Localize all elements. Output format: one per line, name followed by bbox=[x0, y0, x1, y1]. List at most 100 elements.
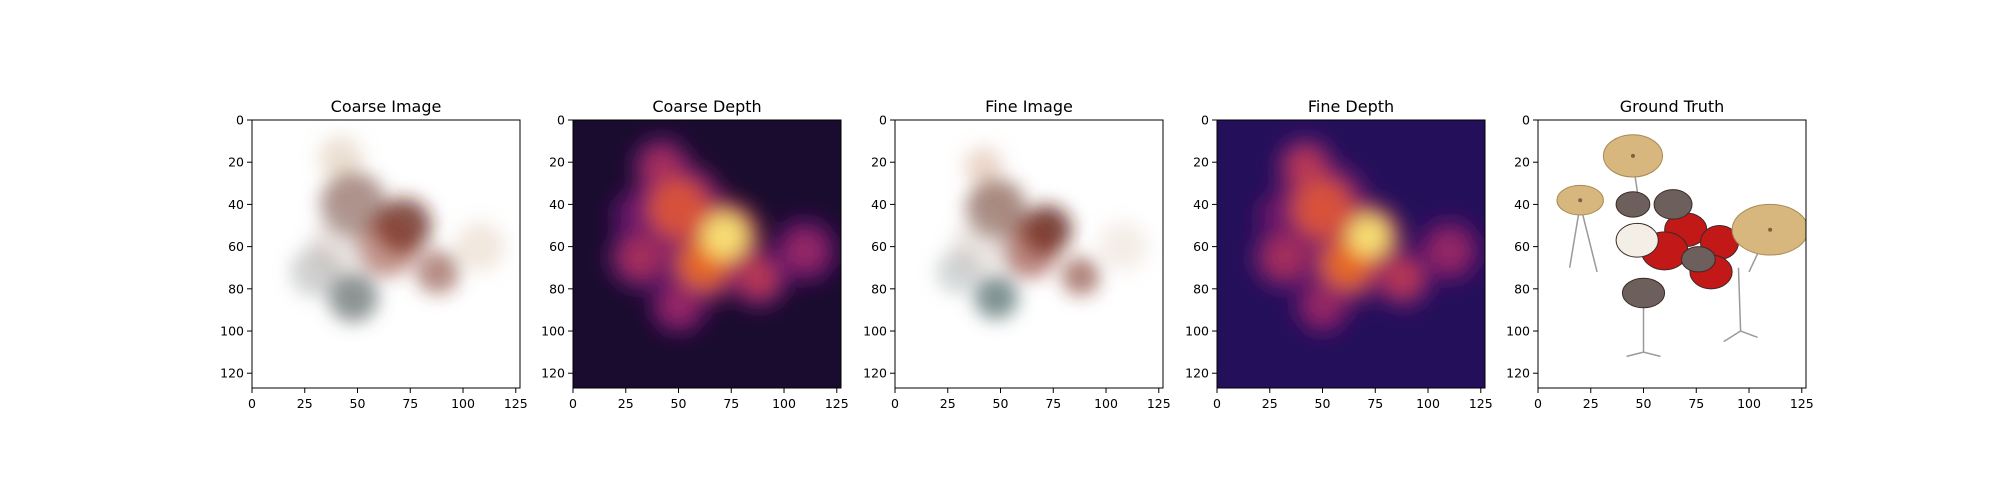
depth-blob-core bbox=[1263, 236, 1306, 279]
y-tick-label: 20 bbox=[228, 155, 244, 170]
x-tick-label: 125 bbox=[1469, 396, 1493, 411]
image-blob bbox=[1002, 223, 1058, 279]
x-tick-label: 75 bbox=[402, 396, 418, 411]
cymbal-bell bbox=[1630, 153, 1635, 158]
depth-blob-core bbox=[1303, 286, 1342, 325]
image-blob bbox=[415, 249, 460, 294]
y-tick-label: 100 bbox=[220, 324, 244, 339]
x-tick-label: 25 bbox=[618, 396, 634, 411]
image-blob bbox=[455, 221, 505, 272]
panel-title: Fine Image bbox=[985, 97, 1073, 116]
x-tick-label: 25 bbox=[940, 396, 956, 411]
panel-title: Coarse Image bbox=[331, 97, 442, 116]
x-tick-label: 125 bbox=[825, 396, 849, 411]
drum-stand bbox=[1723, 330, 1741, 343]
y-tick-label: 40 bbox=[228, 197, 244, 212]
x-tick-label: 125 bbox=[1790, 396, 1814, 411]
x-tick-label: 25 bbox=[1262, 396, 1278, 411]
drum-stand bbox=[1643, 351, 1661, 358]
x-tick-label: 0 bbox=[891, 396, 899, 411]
drum-stand bbox=[1737, 267, 1742, 332]
panel-title: Fine Depth bbox=[1308, 97, 1394, 116]
image-blob bbox=[318, 136, 363, 180]
y-tick-label: 100 bbox=[863, 324, 887, 339]
depth-blob-core bbox=[1263, 198, 1298, 232]
depth-blob-core bbox=[619, 236, 662, 279]
y-tick-label: 100 bbox=[1185, 324, 1209, 339]
y-tick-label: 120 bbox=[541, 366, 565, 381]
panel-image bbox=[573, 120, 841, 388]
y-tick-label: 60 bbox=[871, 239, 887, 254]
y-tick-label: 0 bbox=[557, 113, 565, 128]
drum bbox=[1621, 277, 1666, 309]
y-tick-label: 20 bbox=[549, 155, 565, 170]
x-tick-label: 75 bbox=[723, 396, 739, 411]
x-tick-label: 75 bbox=[1688, 396, 1704, 411]
y-tick-label: 40 bbox=[549, 197, 565, 212]
depth-blob-core bbox=[1286, 147, 1325, 186]
image-blob bbox=[356, 216, 418, 277]
panel-1: Coarse Image 0 25 50 75 100 125 0 20 40 60 80 100 120 bbox=[220, 97, 528, 411]
y-tick-label: 80 bbox=[1193, 281, 1209, 296]
panel-title: Coarse Depth bbox=[652, 97, 761, 116]
image-blob bbox=[974, 275, 1019, 320]
axes-frame bbox=[1537, 119, 1807, 389]
x-tick-label: 75 bbox=[1045, 396, 1061, 411]
y-tick-label: 60 bbox=[228, 239, 244, 254]
x-tick-label: 100 bbox=[451, 396, 475, 411]
cymbal-bell bbox=[1578, 198, 1583, 203]
y-tick-label: 0 bbox=[1522, 113, 1530, 128]
y-tick-label: 20 bbox=[1514, 155, 1530, 170]
y-tick-label: 0 bbox=[879, 113, 887, 128]
drum bbox=[1615, 222, 1659, 258]
x-tick-label: 125 bbox=[504, 396, 528, 411]
y-tick-label: 40 bbox=[871, 197, 887, 212]
x-tick-label: 75 bbox=[1367, 396, 1383, 411]
x-tick-label: 50 bbox=[1315, 396, 1331, 411]
x-tick-label: 100 bbox=[1094, 396, 1118, 411]
image-blob bbox=[951, 219, 1007, 275]
y-tick-label: 60 bbox=[1514, 239, 1530, 254]
panel-image bbox=[1217, 120, 1485, 388]
image-blob bbox=[1061, 256, 1100, 296]
panel-4: Fine Depth 0 25 50 75 100 125 0 20 40 60 80 100 120 bbox=[1185, 97, 1493, 411]
y-tick-label: 120 bbox=[220, 366, 244, 381]
y-tick-label: 100 bbox=[541, 324, 565, 339]
depth-blob-core bbox=[648, 179, 709, 239]
depth-blob-core bbox=[1428, 229, 1471, 272]
panel-3: Fine Image 0 25 50 75 100 125 0 20 40 60 80 100 120 bbox=[863, 97, 1171, 411]
x-tick-label: 50 bbox=[350, 396, 366, 411]
x-tick-label: 50 bbox=[993, 396, 1009, 411]
drum bbox=[1615, 191, 1651, 218]
image-blob bbox=[964, 147, 1003, 186]
y-tick-label: 0 bbox=[236, 113, 244, 128]
y-tick-label: 80 bbox=[1514, 281, 1530, 296]
y-tick-label: 40 bbox=[1514, 197, 1530, 212]
y-tick-label: 0 bbox=[1201, 113, 1209, 128]
x-tick-label: 25 bbox=[297, 396, 313, 411]
depth-blob-core bbox=[739, 259, 778, 298]
x-tick-label: 100 bbox=[772, 396, 796, 411]
x-tick-label: 125 bbox=[1147, 396, 1171, 411]
x-tick-label: 0 bbox=[569, 396, 577, 411]
panel-image bbox=[1538, 120, 1806, 388]
drum bbox=[1653, 189, 1693, 220]
depth-blob-core bbox=[701, 212, 749, 260]
y-tick-label: 120 bbox=[863, 366, 887, 381]
x-tick-label: 50 bbox=[1636, 396, 1652, 411]
x-tick-label: 25 bbox=[1583, 396, 1599, 411]
x-tick-label: 0 bbox=[1534, 396, 1542, 411]
y-tick-label: 60 bbox=[549, 239, 565, 254]
y-tick-label: 60 bbox=[1193, 239, 1209, 254]
x-tick-label: 100 bbox=[1416, 396, 1440, 411]
axes-frame bbox=[1216, 119, 1486, 389]
drum-stand bbox=[1626, 351, 1644, 358]
y-tick-label: 80 bbox=[549, 281, 565, 296]
y-tick-label: 80 bbox=[871, 281, 887, 296]
depth-blob-core bbox=[1347, 214, 1391, 258]
panel-image bbox=[895, 120, 1163, 388]
image-blob bbox=[1098, 221, 1148, 272]
x-tick-label: 0 bbox=[1213, 396, 1221, 411]
panel-5: Ground Truth 0 25 50 75 100 125 0 20 40 60 80 100 120 bbox=[1506, 97, 1814, 411]
